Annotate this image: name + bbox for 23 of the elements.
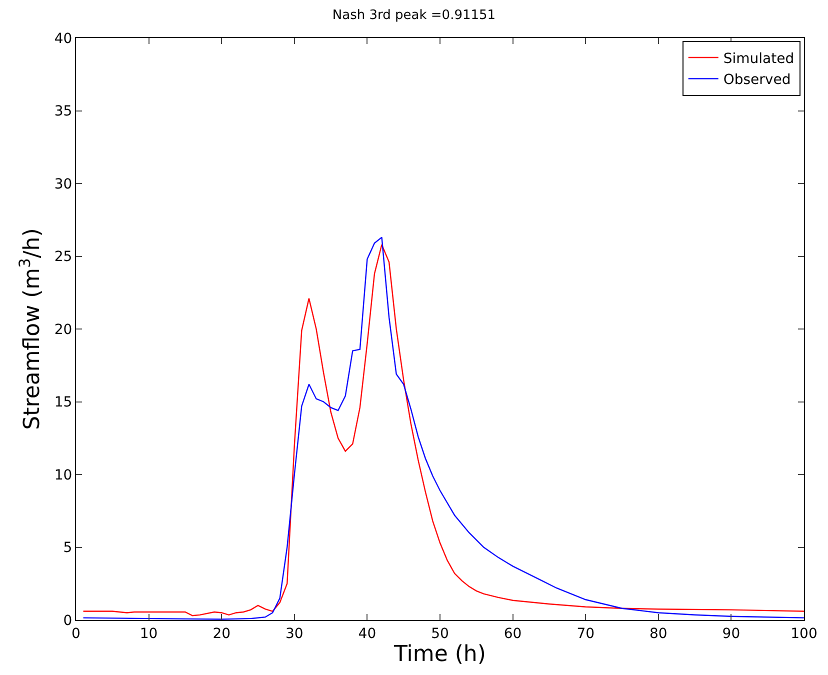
- x-tick-label: 80: [649, 626, 668, 642]
- x-tick-label: 90: [722, 626, 740, 642]
- x-tick-label: 60: [504, 626, 522, 642]
- y-tick-label: 10: [54, 467, 72, 484]
- y-tick-label: 30: [54, 176, 72, 192]
- y-tick-label: 0: [63, 612, 72, 629]
- x-tick-label: 40: [358, 626, 376, 642]
- y-tick-label: 40: [54, 30, 72, 47]
- x-tick-label: 100: [790, 626, 818, 642]
- x-axis-title: Time (h): [393, 642, 486, 667]
- legend-label: Observed: [723, 72, 791, 88]
- x-tick-label: 20: [212, 626, 231, 642]
- x-tick-label: 50: [431, 626, 449, 642]
- x-tick-label: 10: [140, 626, 158, 642]
- y-tick-label: 5: [63, 540, 72, 556]
- y-tick-label: 35: [54, 104, 72, 120]
- legend-label: Simulated: [723, 50, 794, 67]
- y-tick-label: 15: [54, 394, 72, 411]
- chart-title: Nash 3rd peak =0.91151: [332, 8, 496, 24]
- y-tick-label: 20: [54, 322, 72, 338]
- x-tick-label: 70: [576, 626, 595, 642]
- x-tick-label: 30: [285, 626, 304, 642]
- y-tick-label: 25: [54, 249, 72, 266]
